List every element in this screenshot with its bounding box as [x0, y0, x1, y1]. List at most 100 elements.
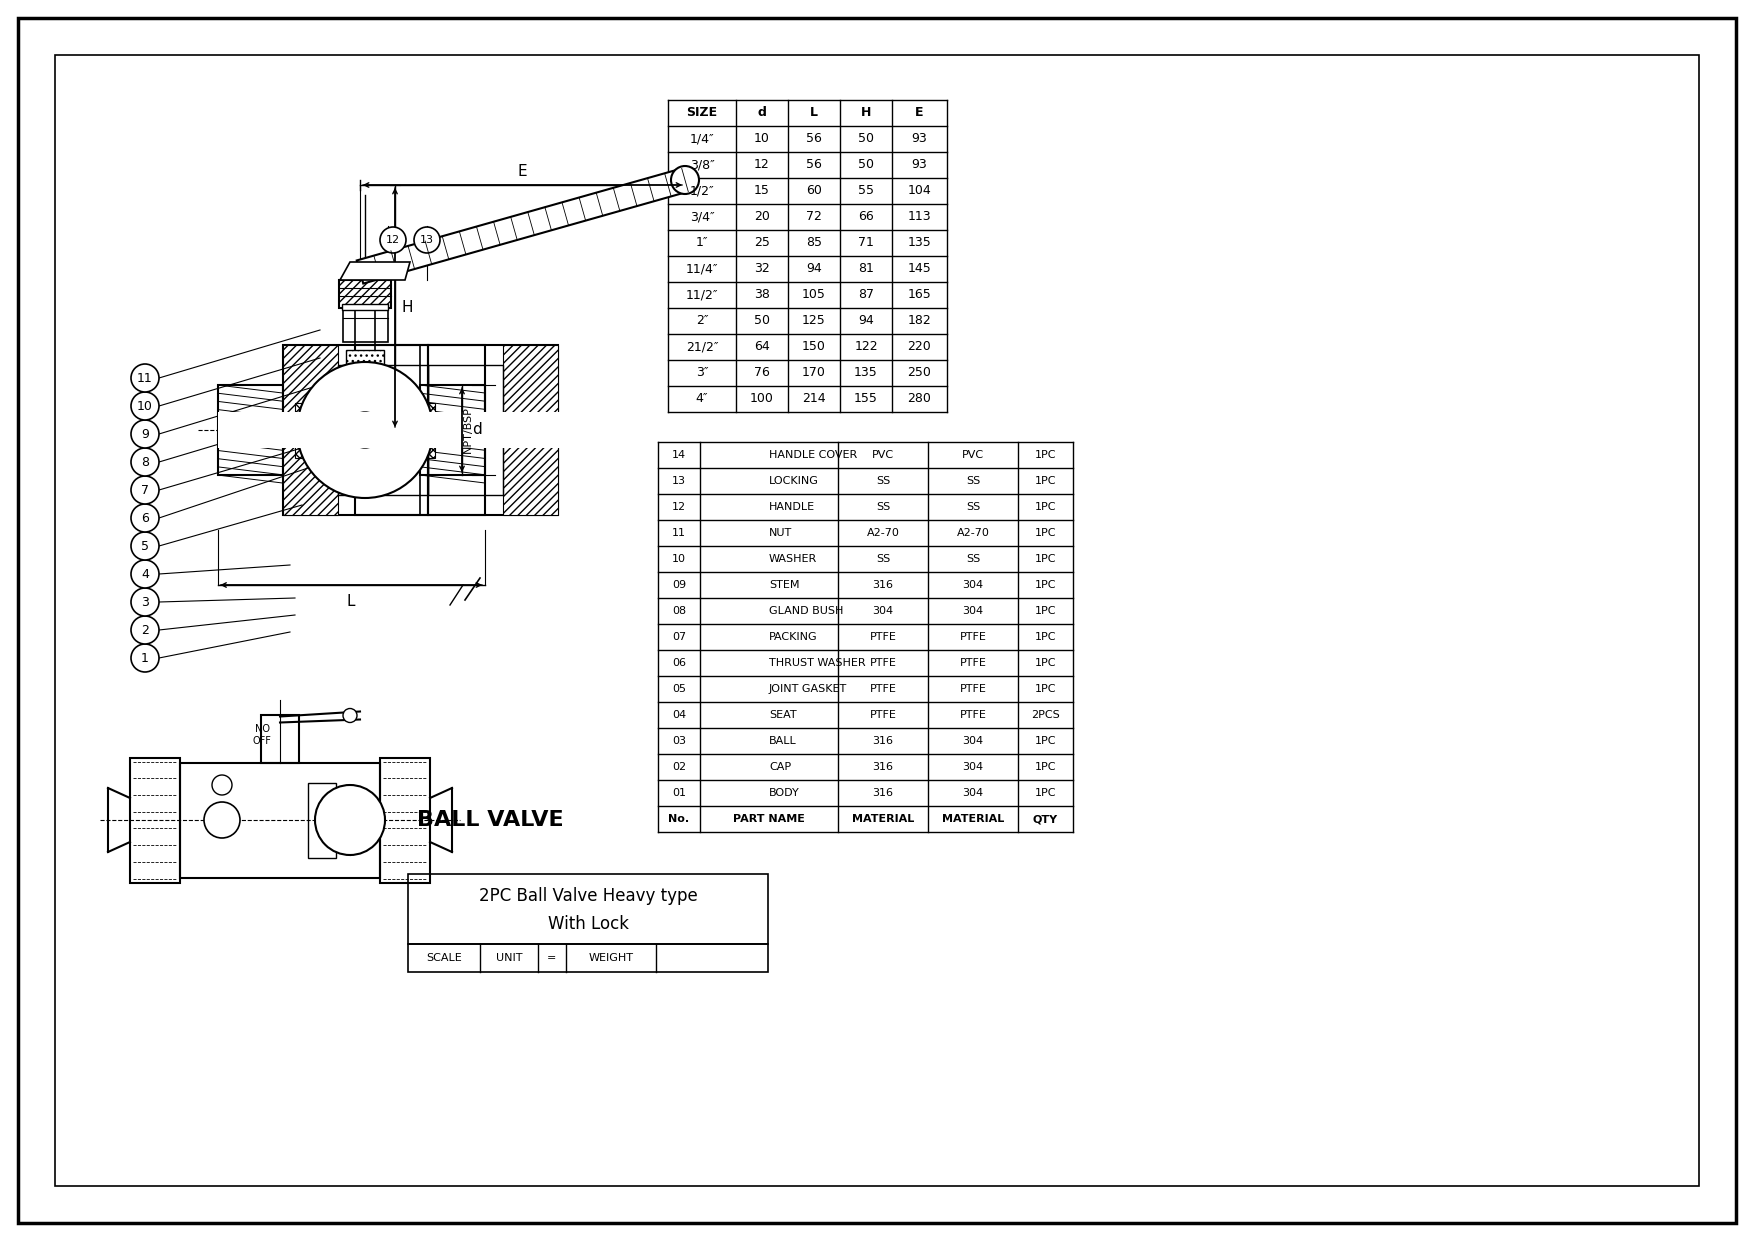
- Text: JOINT GASKET: JOINT GASKET: [768, 684, 847, 694]
- Text: 1/4″: 1/4″: [689, 133, 714, 145]
- Text: =: =: [547, 953, 556, 963]
- Text: 104: 104: [907, 185, 931, 197]
- Circle shape: [212, 774, 232, 795]
- Text: 4: 4: [140, 567, 149, 581]
- Bar: [342, 304, 388, 310]
- Bar: [337, 365, 428, 495]
- Text: 94: 94: [807, 263, 823, 276]
- Bar: [309, 783, 337, 858]
- Bar: [130, 757, 181, 882]
- Text: 182: 182: [907, 314, 931, 328]
- Text: 9: 9: [140, 427, 149, 441]
- Text: 6: 6: [140, 511, 149, 525]
- Text: 304: 304: [963, 580, 984, 589]
- Bar: [282, 345, 428, 515]
- Circle shape: [132, 477, 160, 504]
- Circle shape: [132, 532, 160, 560]
- Text: 87: 87: [858, 288, 873, 302]
- Circle shape: [132, 588, 160, 616]
- Text: UNIT: UNIT: [496, 953, 523, 963]
- Text: STEM: STEM: [768, 580, 800, 589]
- Text: 94: 94: [858, 314, 873, 328]
- Text: 100: 100: [751, 392, 774, 406]
- Bar: [339, 280, 391, 308]
- Text: 06: 06: [672, 658, 686, 668]
- Text: 72: 72: [807, 211, 823, 223]
- Bar: [342, 310, 388, 343]
- Text: NPT/BSP: NPT/BSP: [463, 407, 474, 453]
- Text: d: d: [758, 107, 766, 119]
- Text: 2PC Ball Valve Heavy type: 2PC Ball Valve Heavy type: [479, 887, 698, 905]
- Text: THRUST WASHER: THRUST WASHER: [768, 658, 866, 668]
- Text: 1PC: 1PC: [1035, 503, 1056, 513]
- Polygon shape: [356, 169, 688, 283]
- Text: 1PC: 1PC: [1035, 736, 1056, 746]
- Bar: [428, 345, 558, 515]
- Circle shape: [132, 504, 160, 532]
- Text: 316: 316: [872, 788, 893, 798]
- Text: 304: 304: [872, 606, 893, 616]
- Text: L: L: [810, 107, 817, 119]
- Text: A2-70: A2-70: [866, 527, 900, 539]
- Text: CAP: CAP: [768, 762, 791, 772]
- Text: 02: 02: [672, 762, 686, 772]
- Text: HANDLE: HANDLE: [768, 503, 816, 513]
- Text: 122: 122: [854, 340, 877, 354]
- Text: E: E: [517, 164, 528, 179]
- Text: 150: 150: [802, 340, 826, 354]
- Text: 1PC: 1PC: [1035, 527, 1056, 539]
- Text: PVC: PVC: [872, 450, 895, 460]
- Text: LOCKING: LOCKING: [768, 477, 819, 486]
- Text: 81: 81: [858, 263, 873, 276]
- Text: 10: 10: [754, 133, 770, 145]
- Text: 165: 165: [907, 288, 931, 302]
- Text: 93: 93: [912, 133, 928, 145]
- Text: 1: 1: [140, 652, 149, 664]
- Bar: [181, 762, 381, 877]
- Text: SIZE: SIZE: [686, 107, 717, 119]
- Text: 05: 05: [672, 684, 686, 694]
- Text: 56: 56: [807, 133, 823, 145]
- Bar: [217, 412, 437, 448]
- Text: SS: SS: [875, 553, 889, 563]
- Text: 1PC: 1PC: [1035, 580, 1056, 589]
- Text: 09: 09: [672, 580, 686, 589]
- Text: 66: 66: [858, 211, 873, 223]
- Text: 08: 08: [672, 606, 686, 616]
- Text: 07: 07: [672, 632, 686, 642]
- Text: 2: 2: [140, 623, 149, 637]
- Text: WASHER: WASHER: [768, 553, 817, 563]
- Text: With Lock: With Lock: [547, 915, 628, 933]
- Text: 8: 8: [140, 455, 149, 469]
- Bar: [409, 874, 768, 944]
- Text: NUT: NUT: [768, 527, 793, 539]
- Circle shape: [672, 166, 700, 194]
- Text: HANDLE COVER: HANDLE COVER: [768, 450, 858, 460]
- Text: 316: 316: [872, 762, 893, 772]
- Text: SS: SS: [875, 503, 889, 513]
- Text: L: L: [347, 593, 356, 608]
- Text: H: H: [861, 107, 872, 119]
- Bar: [217, 385, 282, 475]
- Text: 15: 15: [754, 185, 770, 197]
- Bar: [354, 285, 375, 412]
- Text: SS: SS: [966, 503, 980, 513]
- Text: A2-70: A2-70: [956, 527, 989, 539]
- Text: 14: 14: [672, 450, 686, 460]
- Text: 20: 20: [754, 211, 770, 223]
- Bar: [381, 757, 430, 882]
- Text: 55: 55: [858, 185, 873, 197]
- Text: PTFE: PTFE: [870, 684, 896, 694]
- Text: 304: 304: [963, 788, 984, 798]
- Text: 12: 12: [754, 159, 770, 171]
- Text: 220: 220: [907, 340, 931, 354]
- Text: H: H: [402, 300, 412, 315]
- Text: 10: 10: [672, 553, 686, 563]
- Text: E: E: [916, 107, 924, 119]
- Circle shape: [132, 560, 160, 588]
- Text: 4″: 4″: [696, 392, 709, 406]
- Text: 04: 04: [672, 710, 686, 720]
- Text: 38: 38: [754, 288, 770, 302]
- Text: 25: 25: [754, 237, 770, 249]
- Circle shape: [132, 616, 160, 644]
